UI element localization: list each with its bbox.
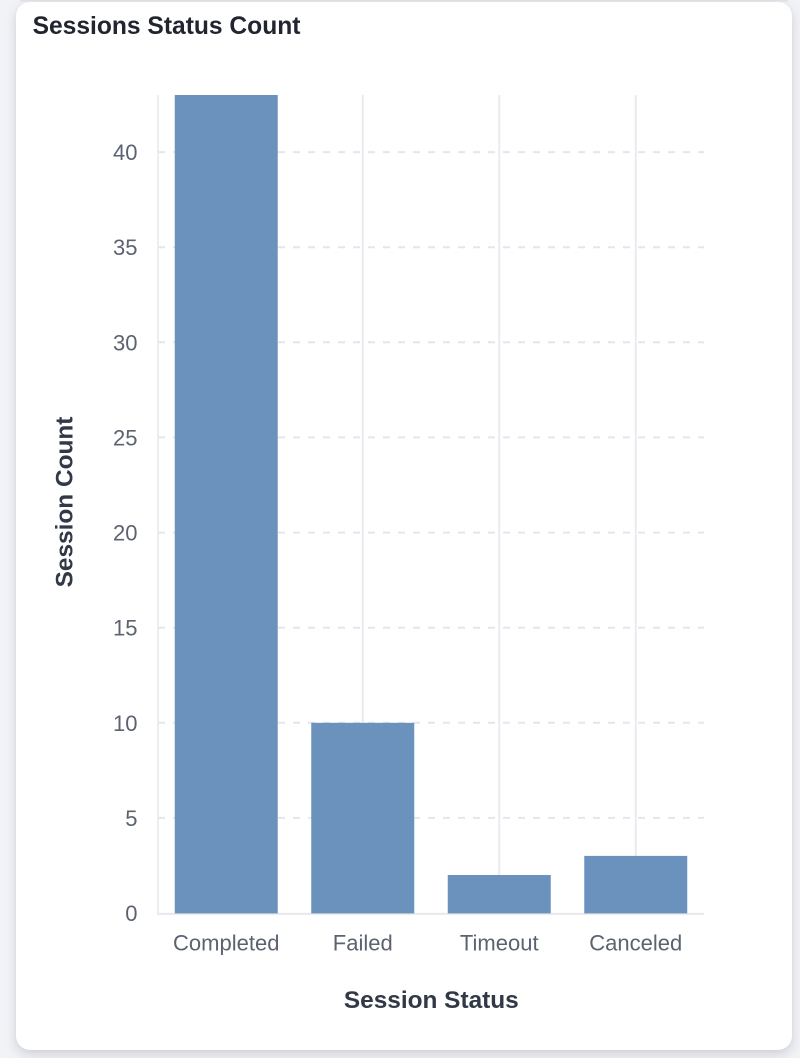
svg-text:Canceled: Canceled [589,930,682,955]
svg-text:15: 15 [113,616,137,641]
svg-text:10: 10 [113,711,137,736]
svg-text:Sessions Status Count: Sessions Status Count [33,13,301,40]
svg-text:25: 25 [113,425,137,450]
svg-text:Completed: Completed [173,930,279,955]
svg-text:40: 40 [113,140,137,165]
svg-text:Session Count: Session Count [51,417,78,588]
svg-text:Session Status: Session Status [344,987,519,1014]
svg-text:0: 0 [125,901,137,926]
svg-text:20: 20 [113,521,137,546]
svg-text:Failed: Failed [333,930,393,955]
svg-text:Timeout: Timeout [460,930,539,955]
svg-text:5: 5 [125,806,137,831]
svg-text:35: 35 [113,235,137,260]
svg-text:30: 30 [113,330,137,355]
